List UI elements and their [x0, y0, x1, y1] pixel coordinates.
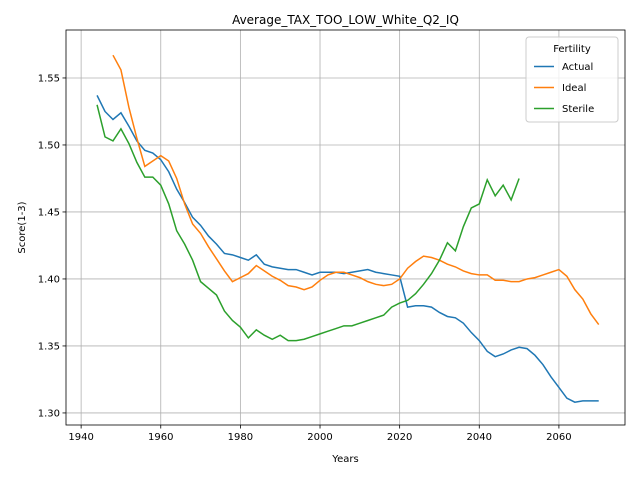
x-tick-label: 2020 [387, 432, 412, 443]
y-tick-label: 1.40 [38, 274, 60, 285]
data-line [96, 104, 520, 342]
x-tick-label: 2000 [307, 432, 332, 443]
legend-label: Sterile [562, 104, 594, 115]
y-tick-label: 1.55 [38, 73, 60, 84]
x-tick-label: 2060 [546, 432, 571, 443]
legend: Fertility Actual Ideal Sterile [525, 36, 619, 123]
x-tick-label: 1960 [148, 432, 173, 443]
data-line [112, 54, 600, 325]
data-line [96, 95, 599, 404]
legend-label: Ideal [562, 83, 586, 94]
x-tick-label: 1980 [228, 432, 253, 443]
plot-frame [65, 29, 626, 426]
y-tick-label: 1.35 [38, 341, 60, 352]
chart-title: Average_TAX_TOO_LOW_White_Q2_IQ [232, 13, 459, 27]
legend-label: Actual [562, 62, 593, 73]
legend-box [525, 36, 619, 123]
y-axis-label: Score(1-3) [17, 201, 28, 253]
y-tick-label: 1.30 [38, 408, 60, 419]
y-tick-label: 1.50 [38, 140, 60, 151]
legend-title: Fertility [553, 44, 591, 55]
x-tick-label: 2040 [467, 432, 492, 443]
x-tick-label: 1940 [68, 432, 93, 443]
x-axis-label: Years [331, 454, 358, 465]
y-tick-label: 1.45 [38, 207, 60, 218]
